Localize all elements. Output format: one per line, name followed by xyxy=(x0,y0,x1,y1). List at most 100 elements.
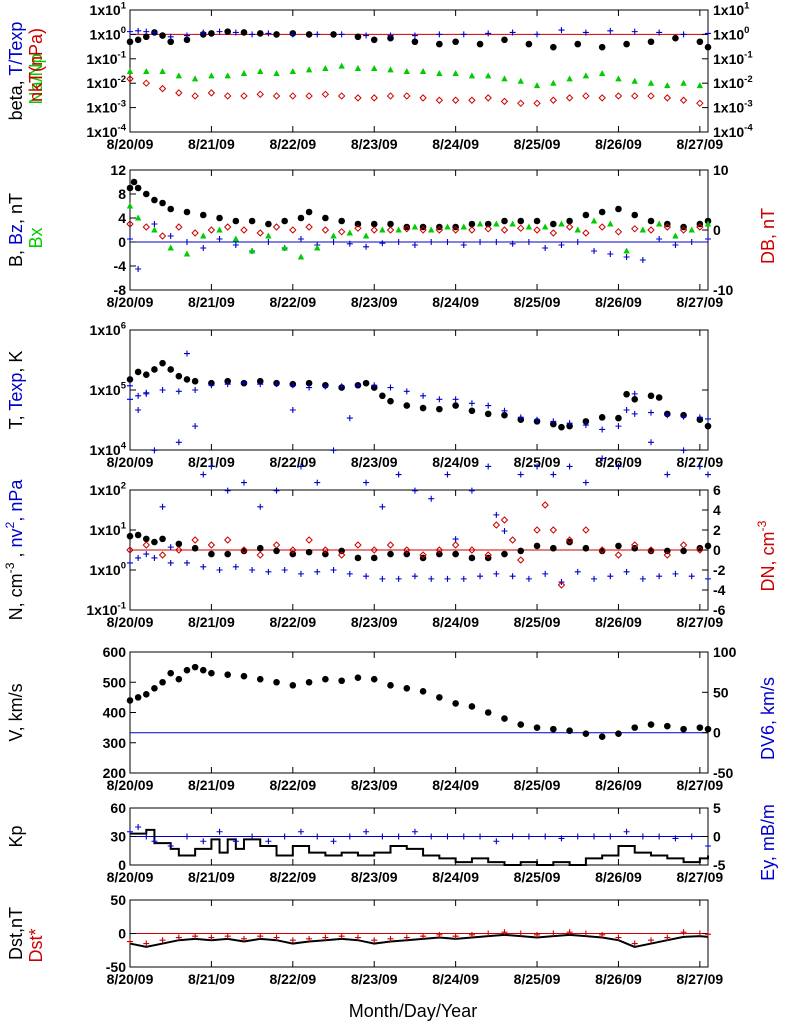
x-tick-label: 8/21/09 xyxy=(188,294,235,310)
plus-marker xyxy=(664,934,671,941)
plus-marker xyxy=(477,833,484,840)
plus-marker xyxy=(192,933,199,940)
dot-marker xyxy=(322,214,329,222)
dot-marker xyxy=(240,29,248,36)
triangle-marker xyxy=(444,223,451,230)
diamond-marker xyxy=(207,226,216,234)
plus-marker xyxy=(224,487,231,494)
series-1 xyxy=(127,350,711,551)
dot-marker xyxy=(265,220,272,228)
plus-marker xyxy=(346,570,353,577)
dot-marker xyxy=(566,538,573,546)
diamond-marker xyxy=(533,99,541,108)
text-run: DB, nT xyxy=(758,208,778,264)
triangle-marker xyxy=(273,69,280,76)
text-run: 1x10 xyxy=(90,442,121,458)
dot-marker xyxy=(199,666,207,674)
dot-marker xyxy=(436,694,443,701)
dot-marker xyxy=(403,402,411,409)
dot-marker xyxy=(256,675,264,683)
y-tick-label: 600 xyxy=(103,644,127,660)
plus-marker xyxy=(444,575,451,582)
dot-marker xyxy=(436,40,443,48)
plus-marker xyxy=(411,487,418,494)
dot-marker xyxy=(566,217,573,225)
text-run: 1x10 xyxy=(713,2,744,18)
dot-marker xyxy=(134,36,142,44)
plus-marker xyxy=(249,567,256,573)
plus-marker xyxy=(607,27,614,34)
plus-marker xyxy=(672,570,679,577)
plus-marker xyxy=(224,933,231,940)
dot-marker xyxy=(501,715,508,722)
text-run: -10 xyxy=(713,282,733,298)
dot-marker xyxy=(647,38,655,46)
series-line xyxy=(130,828,709,866)
text-run: 1x10 xyxy=(90,522,121,538)
plus-marker xyxy=(143,833,150,840)
dot-marker xyxy=(224,671,231,678)
diamond-marker xyxy=(468,226,476,234)
plus-marker xyxy=(379,575,386,582)
diamond-marker xyxy=(679,96,688,104)
axis-label-part: Na/Np xyxy=(26,53,46,104)
diamond-marker xyxy=(517,224,525,232)
plus-marker xyxy=(395,833,402,840)
dot-marker xyxy=(142,371,150,378)
plus-marker xyxy=(607,573,614,580)
superscript-text: -1 xyxy=(744,50,753,61)
plus-marker xyxy=(127,28,133,35)
plus-marker xyxy=(517,471,524,478)
diamond-marker xyxy=(500,226,509,234)
text-run: Dst,nT xyxy=(6,907,26,960)
series-0 xyxy=(130,828,709,866)
plus-marker xyxy=(574,833,581,840)
plus-marker xyxy=(159,937,166,944)
dot-marker xyxy=(680,725,687,733)
triangle-marker xyxy=(134,214,142,221)
dot-marker xyxy=(704,422,712,430)
dot-marker xyxy=(289,681,297,689)
plus-marker xyxy=(183,350,190,357)
diamond-marker xyxy=(403,92,411,100)
text-run: -6 xyxy=(713,602,726,618)
dot-marker xyxy=(370,554,378,562)
plus-marker xyxy=(648,937,655,944)
dot-marker xyxy=(436,405,443,413)
x-tick-label: 8/20/09 xyxy=(107,294,154,310)
diamond-marker xyxy=(289,92,297,100)
axis-label: nkT(nPa) xyxy=(26,28,46,102)
diamond-marker xyxy=(403,225,411,233)
dot-marker xyxy=(159,678,166,686)
y-tick-label: 60 xyxy=(110,800,126,816)
superscript-text: 0 xyxy=(744,25,749,36)
diamond-marker xyxy=(386,92,395,100)
dot-marker xyxy=(126,697,134,704)
plus-marker xyxy=(265,30,272,37)
diamond-marker xyxy=(321,546,330,554)
triangle-marker xyxy=(248,247,256,254)
dot-marker xyxy=(297,214,305,222)
diamond-marker xyxy=(598,223,606,231)
axis-label: Bx xyxy=(26,227,46,248)
triangle-marker xyxy=(322,65,329,72)
superscript-text: -4 xyxy=(744,123,753,134)
plus-marker xyxy=(143,28,150,35)
plus-marker xyxy=(550,471,557,478)
plus-marker xyxy=(599,426,606,433)
y2-tick-label: -2 xyxy=(713,562,726,578)
text-run: DV6, km/s xyxy=(758,677,778,760)
plus-marker xyxy=(208,382,215,389)
text-run: 0 xyxy=(713,725,721,741)
plus-marker xyxy=(591,833,598,840)
superscript-text: -3 xyxy=(118,98,126,109)
plus-marker xyxy=(493,838,500,845)
text-run: DN, xyxy=(758,555,778,591)
plus-marker xyxy=(249,31,256,38)
chart-panel-p6: 8/20/09 8/21/09 8/22/09 8/23/09 8/24/09 8/25/… xyxy=(6,800,778,885)
plus-marker xyxy=(346,415,353,422)
text-run: 1x10 xyxy=(713,26,744,42)
plus-marker xyxy=(460,575,467,582)
y2-tick-label: 0 xyxy=(713,725,721,741)
superscript-text: 1 xyxy=(744,1,750,12)
